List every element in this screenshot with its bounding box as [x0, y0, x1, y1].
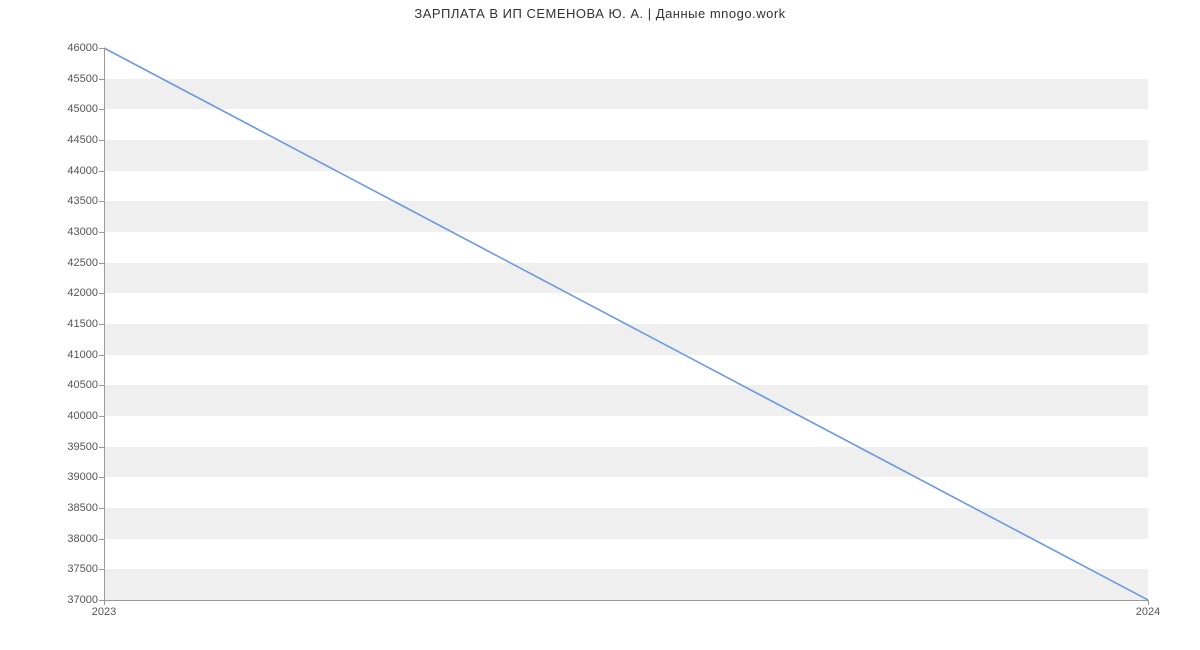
plot-area: 3700037500380003850039000395004000040500… — [104, 48, 1148, 600]
y-tick-label: 46000 — [67, 42, 98, 54]
y-tick-label: 43500 — [67, 195, 98, 207]
y-tick-label: 44500 — [67, 134, 98, 146]
y-tick-label: 42000 — [67, 287, 98, 299]
chart-container: ЗАРПЛАТА В ИП СЕМЕНОВА Ю. А. | Данные mn… — [0, 0, 1200, 650]
y-tick-label: 41000 — [67, 349, 98, 361]
y-axis-line — [104, 48, 105, 600]
y-tick-label: 40000 — [67, 410, 98, 422]
y-tick-label: 40500 — [67, 379, 98, 391]
y-tick-label: 39500 — [67, 441, 98, 453]
y-tick-label: 42500 — [67, 257, 98, 269]
y-tick-label: 43000 — [67, 226, 98, 238]
x-axis-line — [104, 600, 1148, 601]
y-tick-label: 37500 — [67, 563, 98, 575]
x-tick — [1148, 600, 1149, 605]
y-tick-label: 38000 — [67, 533, 98, 545]
x-tick-label: 2024 — [1136, 606, 1160, 618]
y-tick-label: 45500 — [67, 73, 98, 85]
y-tick-label: 44000 — [67, 165, 98, 177]
chart-title: ЗАРПЛАТА В ИП СЕМЕНОВА Ю. А. | Данные mn… — [0, 6, 1200, 21]
y-tick-label: 38500 — [67, 502, 98, 514]
y-tick-label: 45000 — [67, 103, 98, 115]
y-tick-label: 37000 — [67, 594, 98, 606]
y-tick-label: 41500 — [67, 318, 98, 330]
series-line-salary — [104, 48, 1148, 600]
line-series — [104, 48, 1148, 600]
y-tick-label: 39000 — [67, 471, 98, 483]
x-tick-label: 2023 — [92, 606, 116, 618]
